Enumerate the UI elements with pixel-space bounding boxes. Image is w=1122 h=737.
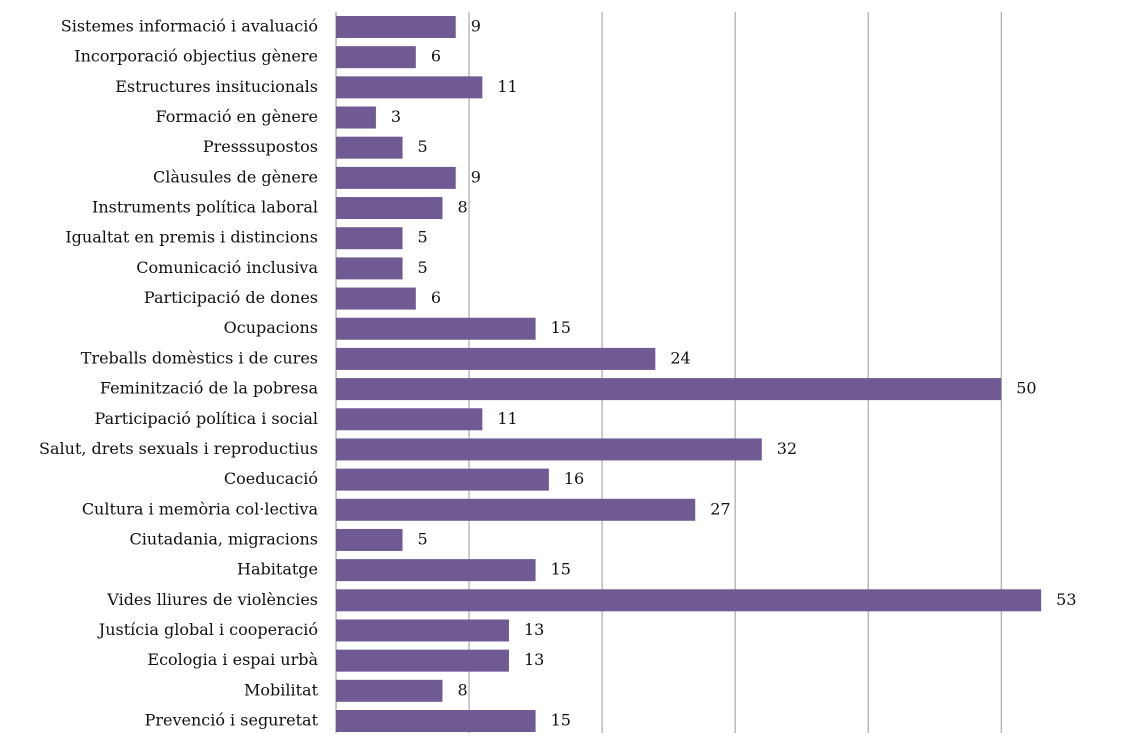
value-label: 5 xyxy=(418,258,428,277)
bar xyxy=(336,679,443,702)
value-label: 5 xyxy=(418,137,428,156)
bar xyxy=(336,227,403,250)
bar xyxy=(336,136,403,159)
bar xyxy=(336,408,483,431)
bar xyxy=(336,106,376,129)
value-label: 15 xyxy=(551,318,571,337)
category-label: Formació en gènere xyxy=(156,107,318,126)
category-label: Sistemes informació i avaluació xyxy=(61,17,318,36)
value-label: 32 xyxy=(777,439,797,458)
category-label: Cultura i memòria col·lectiva xyxy=(82,499,319,518)
bar xyxy=(336,528,403,551)
category-label: Coeducació xyxy=(224,469,318,488)
bar xyxy=(336,649,509,672)
value-label: 13 xyxy=(524,650,544,669)
value-label: 5 xyxy=(418,529,428,548)
category-label: Prevenció i seguretat xyxy=(145,711,319,730)
value-label: 50 xyxy=(1016,379,1036,398)
category-label: Participació política i social xyxy=(95,409,318,428)
category-label: Ocupacions xyxy=(224,318,318,337)
value-label: 9 xyxy=(471,167,481,186)
bar xyxy=(336,378,1002,401)
bar xyxy=(336,46,416,69)
value-label: 11 xyxy=(497,409,517,428)
category-label: Salut, drets sexuals i reproductius xyxy=(39,439,318,458)
bar xyxy=(336,498,696,521)
bar xyxy=(336,468,549,491)
value-label: 8 xyxy=(457,680,467,699)
category-label: Clàusules de gènere xyxy=(153,167,318,186)
category-label: Instruments política laboral xyxy=(92,198,318,217)
bar xyxy=(336,166,456,189)
value-label: 9 xyxy=(471,17,481,36)
category-label: Participació de dones xyxy=(144,288,318,307)
value-label: 3 xyxy=(391,107,401,126)
bar xyxy=(336,589,1042,612)
value-label: 53 xyxy=(1056,590,1076,609)
category-label: Habitatge xyxy=(237,560,318,579)
bar xyxy=(336,16,456,38)
category-label: Mobilitat xyxy=(244,680,319,699)
bar xyxy=(336,257,403,280)
bar xyxy=(336,347,656,370)
value-label: 13 xyxy=(524,620,544,639)
bar xyxy=(336,197,443,220)
value-label: 6 xyxy=(431,47,441,66)
category-label: Vides lliures de violències xyxy=(106,590,318,609)
category-label: Treballs domèstics i de cures xyxy=(81,348,318,367)
category-label: Comunicació inclusiva xyxy=(136,258,318,277)
bar xyxy=(336,438,762,461)
value-label: 15 xyxy=(551,560,571,579)
category-label: Igualtat en premis i distincions xyxy=(65,228,318,247)
bar xyxy=(336,619,509,642)
value-label: 15 xyxy=(551,711,571,730)
category-label: Justícia global i cooperació xyxy=(97,620,318,639)
category-label: Feminització de la pobresa xyxy=(100,379,319,398)
bar xyxy=(336,76,483,99)
value-label: 16 xyxy=(564,469,584,488)
category-label: Ecologia i espai urbà xyxy=(147,650,318,669)
value-label: 5 xyxy=(418,228,428,247)
bar xyxy=(336,287,416,310)
category-label: Ciutadania, migracions xyxy=(130,529,319,548)
category-label: Estructures insitucionals xyxy=(115,77,318,96)
value-label: 24 xyxy=(670,348,690,367)
bar xyxy=(336,317,536,340)
value-label: 8 xyxy=(457,198,467,217)
category-label: Incorporació objectius gènere xyxy=(74,47,318,66)
value-label: 6 xyxy=(431,288,441,307)
bar xyxy=(336,710,536,732)
bar xyxy=(336,559,536,582)
value-label: 27 xyxy=(710,499,730,518)
category-label: Presssupostos xyxy=(203,137,318,156)
value-label: 11 xyxy=(497,77,517,96)
